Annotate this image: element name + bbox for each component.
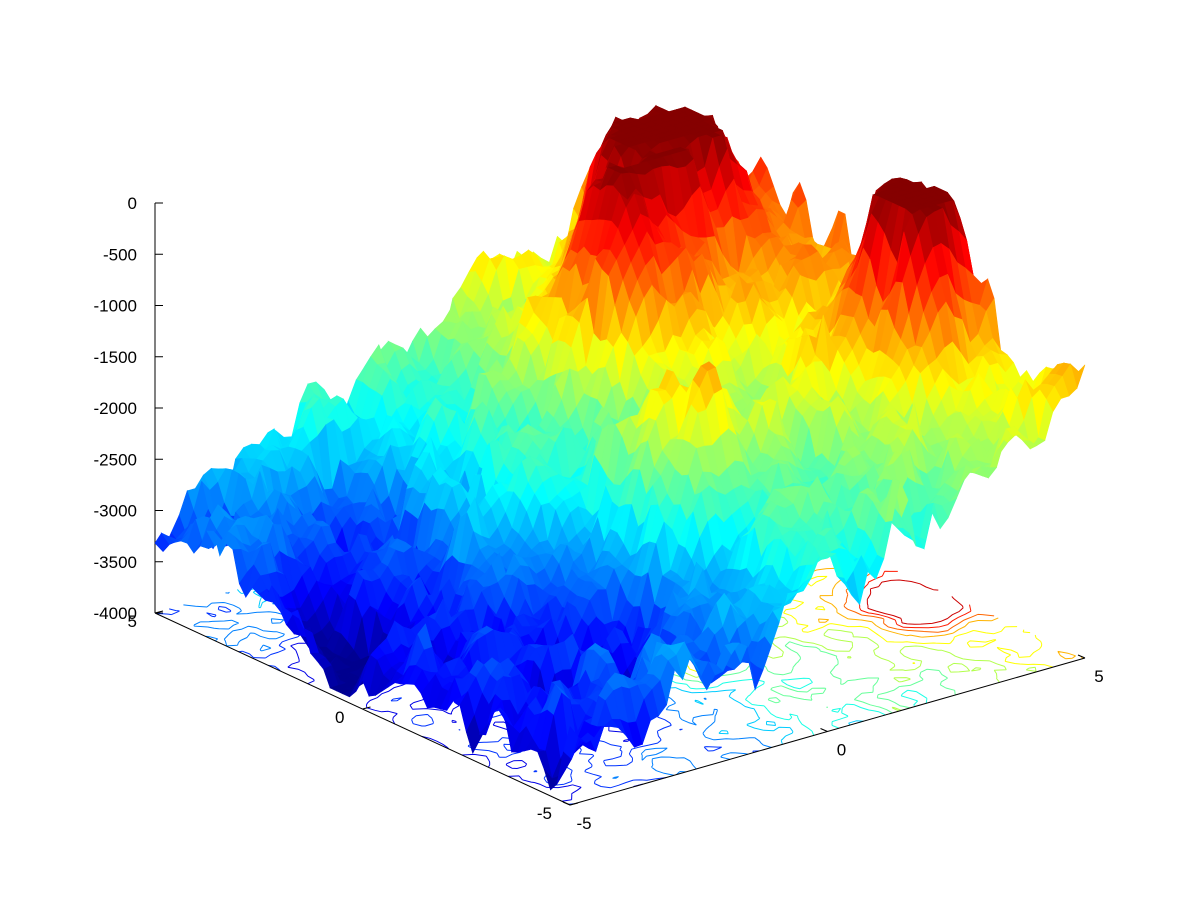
z-tick-label: -500 [103, 245, 137, 264]
z-tick-label: 0 [128, 194, 137, 213]
z-tick-label: -2500 [94, 450, 137, 469]
tick-mark [362, 706, 371, 710]
y-tick-label: 5 [128, 612, 137, 631]
tick-mark [562, 801, 571, 806]
z-tick-label: -4000 [94, 604, 137, 623]
tick-mark [154, 610, 164, 614]
tick-labels: 0-500-1000-1500-2000-2500-3000-3500-4000… [94, 194, 1104, 833]
x-tick-label: 0 [837, 741, 846, 760]
tick-mark [820, 728, 828, 732]
tick-mark [569, 802, 579, 806]
y-tick-label: -5 [537, 804, 552, 823]
x-tick-label: -5 [576, 814, 591, 833]
z-tick-label: -1500 [94, 348, 137, 367]
surface-facet [563, 725, 579, 760]
y-tick-label: 0 [335, 708, 344, 727]
z-tick-label: -2000 [94, 399, 137, 418]
tick-mark [1077, 654, 1086, 659]
x-tick-label: 5 [1094, 667, 1103, 686]
z-tick-label: -3000 [94, 502, 137, 521]
z-tick-label: -1000 [94, 297, 137, 316]
z-tick-label: -3500 [94, 553, 137, 572]
surface-mesh [154, 104, 1086, 791]
